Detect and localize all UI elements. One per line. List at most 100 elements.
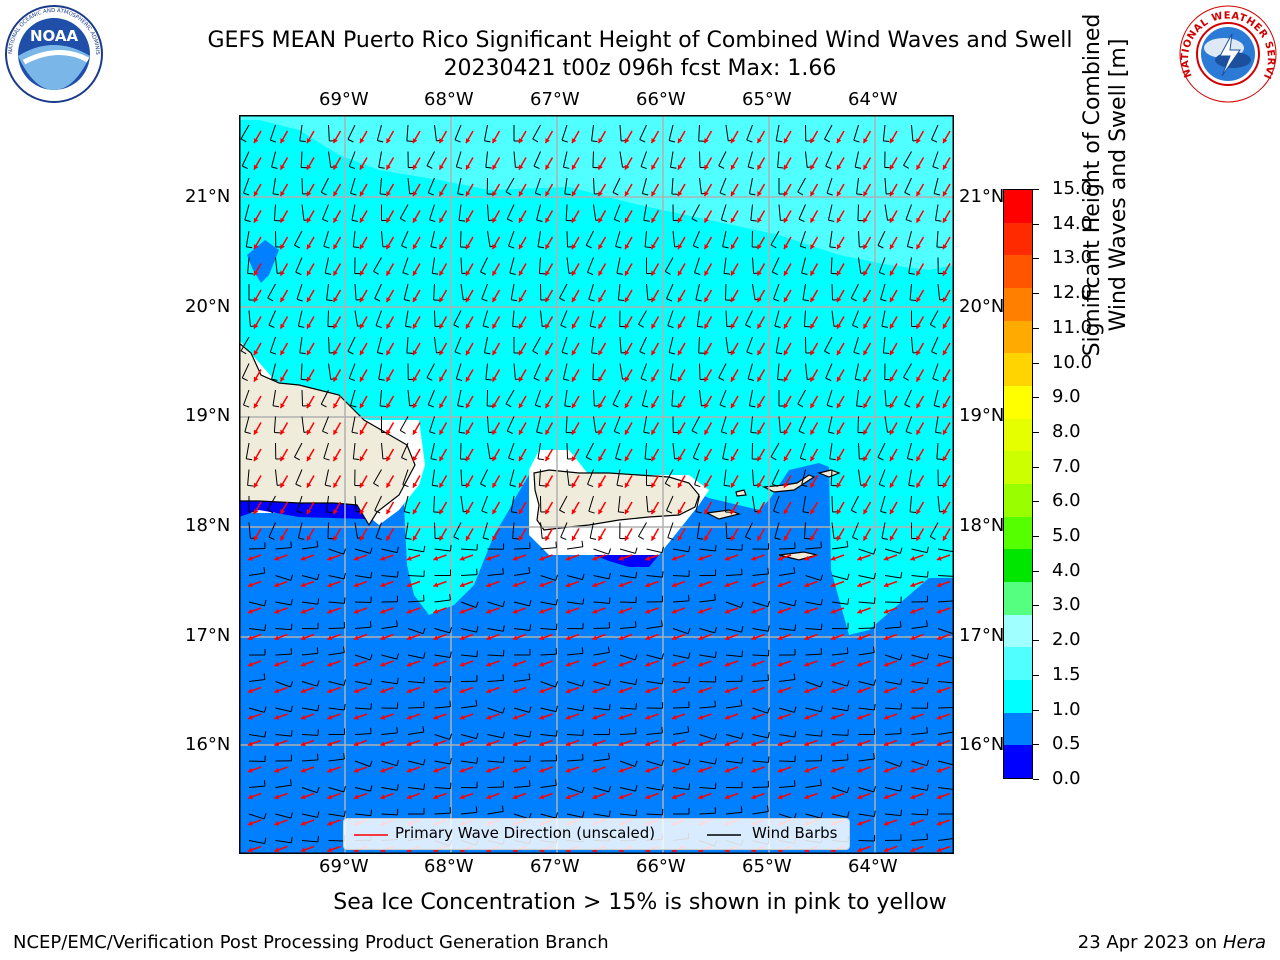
wave-arrow	[465, 369, 474, 382]
wind-barb	[354, 621, 372, 629]
wave-arrow	[306, 236, 315, 250]
colorbar-tick-mark	[1033, 501, 1039, 503]
wave-arrow	[359, 157, 368, 170]
wind-barb	[426, 151, 435, 169]
wind-barb	[561, 336, 568, 355]
wind-barb	[619, 785, 638, 792]
wind-barb	[854, 151, 862, 169]
wind-barb	[296, 495, 303, 514]
wave-arrow	[465, 157, 474, 170]
wind-barb	[935, 416, 942, 434]
wave-arrow	[406, 607, 421, 614]
wind-barb	[619, 678, 638, 686]
wave-arrow	[491, 289, 501, 303]
wave-arrow	[730, 263, 739, 276]
wind-barb	[646, 702, 664, 709]
wind-barb	[566, 786, 585, 794]
wind-barb	[933, 177, 941, 196]
wave-arrow	[438, 395, 448, 409]
colorbar-segment	[1004, 222, 1032, 256]
wind-barb	[540, 681, 559, 688]
wave-arrow	[300, 819, 315, 826]
colorbar-label: Significant Height of Combined Wind Wave…	[1080, 0, 1132, 485]
wind-barb	[931, 336, 939, 355]
wind-barb	[241, 363, 250, 381]
wave-arrow	[300, 660, 315, 667]
wind-barb	[483, 336, 491, 355]
wind-barb	[619, 809, 638, 817]
colorbar-tick-label: 1.0	[1052, 698, 1081, 720]
wave-arrow	[889, 369, 898, 382]
lon-tick-top: 66°W	[636, 89, 686, 110]
wave-arrow	[756, 210, 766, 223]
wind-barb	[774, 310, 781, 328]
colorbar-tick-label: 1.5	[1052, 663, 1081, 685]
wind-barb	[778, 780, 796, 788]
legend-wave-label: Primary Wave Direction (unscaled)	[395, 824, 656, 842]
wind-barb	[619, 727, 637, 735]
wave-arrow	[830, 766, 845, 773]
wind-barb	[593, 753, 610, 762]
wind-barb	[884, 785, 903, 792]
wind-barb	[593, 728, 610, 735]
wind-barb	[613, 416, 621, 435]
wind-barb	[347, 124, 356, 143]
wave-arrow	[730, 130, 739, 144]
wave-arrow	[253, 395, 262, 409]
wave-arrow	[253, 475, 262, 488]
wave-arrow	[756, 369, 766, 382]
wave-arrow	[910, 792, 924, 800]
wave-arrow	[783, 157, 792, 170]
wave-arrow	[279, 289, 289, 303]
wind-barb	[615, 442, 622, 461]
wave-arrow	[862, 183, 872, 197]
wave-arrow	[942, 475, 951, 488]
wave-arrow	[465, 448, 474, 462]
lat-tick-left: 17°N	[185, 625, 231, 646]
wave-arrow	[247, 766, 262, 773]
wave-arrow	[385, 395, 395, 409]
wave-arrow	[889, 448, 898, 462]
wind-barb	[453, 522, 462, 540]
wave-arrow	[862, 422, 872, 435]
wave-arrow	[809, 475, 819, 488]
wind-barb	[328, 703, 346, 711]
wind-barb	[694, 257, 701, 276]
wave-arrow	[459, 792, 474, 800]
wave-arrow	[783, 263, 792, 276]
wind-barb	[699, 782, 717, 790]
wind-barb	[719, 177, 727, 196]
wave-arrow	[332, 316, 342, 329]
wave-arrow	[571, 157, 580, 170]
wave-arrow	[512, 739, 527, 747]
wind-barb	[911, 677, 929, 685]
wave-arrow	[724, 554, 739, 561]
wave-arrow	[809, 263, 819, 276]
wind-barb	[406, 124, 413, 142]
wave-arrow	[359, 422, 368, 435]
footer-date-text: 23 Apr 2023 on	[1077, 932, 1223, 953]
wave-arrow	[624, 130, 633, 144]
wave-arrow	[306, 210, 315, 223]
wave-arrow	[544, 501, 554, 515]
wind-barb	[585, 230, 594, 249]
wind-barb	[858, 646, 875, 656]
wave-arrow	[698, 792, 712, 800]
wave-arrow	[804, 633, 818, 641]
colorbar-tick-mark	[1033, 605, 1039, 607]
wave-arrow	[571, 263, 580, 276]
wind-barb	[696, 522, 704, 540]
wave-arrow	[300, 580, 315, 588]
wave-arrow	[491, 210, 501, 223]
wave-arrow	[412, 316, 421, 329]
map-title-line2: 20230421 t00z 096h fcst Max: 1.66	[443, 56, 837, 81]
wind-barb	[566, 573, 585, 581]
wave-arrow	[883, 580, 898, 588]
wave-arrow	[677, 448, 686, 462]
wave-arrow	[783, 183, 792, 197]
wind-barb	[856, 177, 863, 196]
wave-arrow	[836, 501, 845, 515]
wind-barb	[513, 673, 531, 682]
wave-arrow	[650, 528, 660, 541]
wind-barb	[905, 204, 912, 223]
